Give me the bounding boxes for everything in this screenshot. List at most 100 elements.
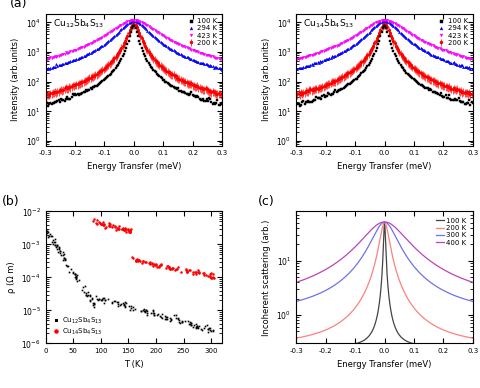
- 300 K: [293, 299, 299, 304]
- 200 K: [465, 335, 471, 340]
- 100 K: [432, 344, 438, 349]
- 294 K: [166, 45, 172, 50]
- 294 K: [132, 19, 137, 24]
- Text: (a): (a): [10, 0, 28, 10]
- 200 K: [465, 335, 470, 340]
- 423 K: [293, 57, 299, 61]
- Line: 423 K: 423 K: [295, 19, 474, 60]
- 300 K: [432, 283, 438, 288]
- Text: Cu$_{14}$Sb$_4$S$_{13}$: Cu$_{14}$Sb$_4$S$_{13}$: [303, 17, 355, 30]
- Text: (b): (b): [1, 195, 19, 208]
- 423 K: [113, 26, 119, 31]
- 400 K: [382, 220, 387, 224]
- 200 K: [432, 324, 438, 328]
- Cu$_{14}$Sb$_4$S$_{13}$: [165, 264, 171, 268]
- 100 K: [418, 83, 423, 87]
- Cu$_{14}$Sb$_4$S$_{13}$: [134, 257, 140, 262]
- 100 K: [137, 42, 143, 47]
- 300 K: [382, 220, 387, 225]
- 100 K: [293, 101, 299, 106]
- Y-axis label: ρ (Ω m): ρ (Ω m): [7, 262, 16, 293]
- 200 K: [379, 226, 385, 231]
- 200 K: [293, 336, 299, 340]
- X-axis label: Energy Transfer (meV): Energy Transfer (meV): [87, 162, 181, 171]
- Legend: Cu$_{12}$Sb$_4$S$_{13}$, Cu$_{14}$Sb$_4$S$_{13}$: Cu$_{12}$Sb$_4$S$_{13}$, Cu$_{14}$Sb$_4$…: [49, 313, 106, 340]
- 100 K: [465, 345, 470, 350]
- 423 K: [101, 34, 107, 38]
- 100 K: [465, 345, 471, 350]
- Cu$_{12}$Sb$_4$S$_{13}$: [205, 330, 211, 335]
- 294 K: [190, 57, 195, 62]
- 100 K: [219, 100, 225, 105]
- 100 K: [388, 42, 394, 47]
- 294 K: [396, 28, 401, 33]
- 423 K: [387, 19, 393, 23]
- 400 K: [465, 278, 470, 283]
- 423 K: [470, 57, 476, 61]
- 100 K: [382, 23, 388, 28]
- 300 K: [465, 298, 471, 302]
- 294 K: [388, 22, 394, 26]
- 294 K: [442, 58, 447, 63]
- 100 K: [132, 23, 137, 28]
- 423 K: [363, 26, 369, 31]
- 100 K: [374, 312, 380, 317]
- 300 K: [374, 227, 380, 232]
- Cu$_{12}$Sb$_4$S$_{13}$: [204, 323, 210, 328]
- Cu$_{12}$Sb$_4$S$_{13}$: [62, 257, 68, 262]
- Cu$_{14}$Sb$_4$S$_{13}$: [121, 227, 127, 232]
- Line: Cu$_{14}$Sb$_4$S$_{13}$: Cu$_{14}$Sb$_4$S$_{13}$: [91, 218, 216, 279]
- 100 K: [470, 345, 476, 350]
- Line: Cu$_{12}$Sb$_4$S$_{13}$: Cu$_{12}$Sb$_4$S$_{13}$: [46, 230, 214, 333]
- X-axis label: Energy Transfer (meV): Energy Transfer (meV): [337, 162, 432, 171]
- 100 K: [302, 345, 308, 350]
- 100 K: [167, 82, 173, 87]
- 423 K: [219, 57, 225, 61]
- 423 K: [166, 36, 172, 41]
- Legend: 100 K, 294 K, 423 K, 200 K: 100 K, 294 K, 423 K, 200 K: [436, 17, 469, 47]
- 100 K: [114, 64, 120, 69]
- Cu$_{14}$Sb$_4$S$_{13}$: [212, 275, 217, 280]
- 400 K: [432, 262, 438, 267]
- Cu$_{12}$Sb$_4$S$_{13}$: [73, 275, 79, 279]
- Line: 294 K: 294 K: [295, 20, 474, 71]
- 294 K: [470, 67, 476, 72]
- 300 K: [379, 221, 385, 225]
- 200 K: [470, 336, 476, 340]
- 100 K: [379, 270, 385, 275]
- 423 K: [144, 22, 149, 27]
- 300 K: [470, 299, 476, 304]
- 423 K: [351, 34, 357, 38]
- Text: (c): (c): [257, 195, 274, 208]
- 294 K: [353, 42, 359, 46]
- 294 K: [43, 67, 48, 71]
- 100 K: [297, 104, 303, 108]
- Cu$_{14}$Sb$_4$S$_{13}$: [184, 268, 190, 273]
- 400 K: [465, 278, 471, 283]
- Y-axis label: Incoherent scattering (arb.): Incoherent scattering (arb.): [262, 219, 271, 336]
- Cu$_{12}$Sb$_4$S$_{13}$: [210, 328, 216, 333]
- Cu$_{12}$Sb$_4$S$_{13}$: [44, 230, 50, 235]
- 100 K: [364, 64, 370, 69]
- X-axis label: T (K): T (K): [124, 360, 144, 369]
- 294 K: [144, 27, 149, 32]
- 294 K: [101, 42, 107, 47]
- Cu$_{12}$Sb$_4$S$_{13}$: [52, 242, 58, 247]
- Line: 423 K: 423 K: [44, 19, 223, 61]
- 423 K: [394, 23, 400, 27]
- 294 K: [113, 33, 119, 37]
- Cu$_{14}$Sb$_4$S$_{13}$: [173, 267, 179, 272]
- 423 K: [440, 48, 446, 52]
- Legend: 100 K, 294 K, 423 K, 200 K: 100 K, 294 K, 423 K, 200 K: [185, 17, 219, 47]
- 200 K: [374, 250, 380, 255]
- Line: 100 K: 100 K: [296, 222, 473, 347]
- 100 K: [470, 101, 476, 106]
- Cu$_{14}$Sb$_4$S$_{13}$: [90, 219, 96, 223]
- 100 K: [442, 94, 447, 99]
- 100 K: [45, 104, 51, 108]
- 294 K: [295, 67, 300, 72]
- 100 K: [102, 77, 108, 81]
- 100 K: [144, 59, 150, 63]
- Y-axis label: Intensity (arb.units): Intensity (arb.units): [262, 38, 271, 121]
- 423 K: [136, 19, 142, 23]
